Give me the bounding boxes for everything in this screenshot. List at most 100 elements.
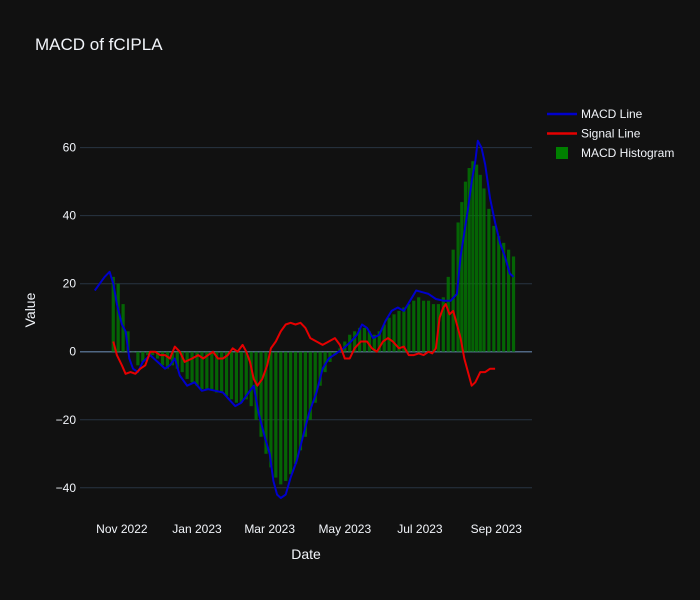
histogram-bar	[402, 307, 406, 352]
histogram-bar	[141, 351, 145, 362]
histogram-bar	[279, 351, 283, 485]
y-tick-label: 0	[69, 345, 76, 359]
histogram-bar	[308, 351, 312, 420]
histogram-bar	[497, 236, 501, 352]
histogram-bar	[318, 351, 322, 386]
histogram-bar	[195, 351, 199, 386]
histogram-bar	[274, 351, 278, 478]
histogram-bar	[463, 181, 468, 352]
histogram-bar	[426, 300, 431, 352]
histogram-bar	[422, 300, 426, 352]
x-tick-label: Jan 2023	[172, 522, 222, 536]
x-tick-label: Sep 2023	[471, 522, 523, 536]
histogram-bar	[382, 324, 386, 352]
x-axis-ticks: Nov 2022 Jan 2023 Mar 2023 May 2023 Jul 2023…	[96, 522, 522, 536]
y-tick-label: 20	[63, 277, 77, 291]
histogram-bar	[377, 331, 381, 352]
series-lines	[93, 139, 515, 499]
legend-label: MACD Line	[581, 107, 643, 121]
legend-item-macd-line[interactable]: MACD Line	[547, 107, 643, 121]
histogram-bar	[126, 331, 130, 352]
histogram-bar	[451, 249, 455, 352]
histogram-bar	[303, 351, 307, 437]
histogram-bar	[170, 351, 174, 366]
histogram-bar	[264, 351, 268, 454]
histogram-bar	[407, 304, 411, 352]
histogram-bar	[165, 351, 170, 369]
histogram-bar	[474, 164, 479, 352]
histogram-bar	[446, 276, 450, 352]
histogram-bar	[111, 276, 115, 352]
histogram-bar	[417, 297, 421, 352]
histogram-bar	[185, 351, 189, 379]
histogram-bar	[372, 334, 376, 352]
y-axis-ticks: −40 −20 0 20 40 60	[56, 141, 77, 495]
histogram-bar	[313, 351, 317, 403]
histogram-bar	[215, 351, 219, 393]
histogram-bar	[397, 310, 401, 352]
histogram-bar	[471, 161, 475, 352]
histogram-bar	[259, 351, 263, 437]
x-tick-label: May 2023	[318, 522, 371, 536]
histogram-bar	[392, 314, 396, 352]
histogram-bar	[478, 174, 482, 352]
x-tick-label: Nov 2022	[96, 522, 148, 536]
histogram-bar	[284, 351, 288, 481]
histogram-bar	[146, 351, 150, 356]
legend-item-macd-histogram[interactable]: MACD Histogram	[556, 146, 674, 160]
histogram-bar	[116, 283, 120, 352]
histogram-bar	[511, 256, 516, 352]
histogram-bar	[467, 168, 471, 352]
histogram-bar	[254, 351, 258, 420]
histogram-bar	[190, 351, 194, 383]
signal-line-path	[112, 303, 496, 387]
x-tick-label: Mar 2023	[244, 522, 295, 536]
histogram-bar	[362, 327, 367, 352]
histogram-bar	[136, 351, 140, 366]
histogram-bar	[269, 351, 273, 468]
histogram-bar	[210, 351, 214, 390]
histogram-bar	[293, 351, 298, 464]
histogram-bar	[220, 351, 224, 393]
legend-label: Signal Line	[581, 127, 641, 141]
histogram-bar	[460, 202, 464, 352]
histogram-bar	[239, 351, 243, 403]
histogram-bar	[441, 297, 445, 352]
histogram-bar	[487, 208, 491, 352]
macd-line-path	[93, 139, 515, 499]
histogram-bar	[151, 351, 155, 356]
histogram-bar	[482, 188, 486, 352]
histogram-bar	[289, 351, 293, 475]
legend-swatch	[556, 147, 568, 159]
histogram-bar	[249, 351, 253, 407]
legend-item-signal-line[interactable]: Signal Line	[547, 127, 641, 141]
histogram-bar	[298, 351, 303, 451]
histogram-bar	[205, 351, 209, 390]
histogram-bar	[367, 331, 372, 352]
histogram-bar	[160, 351, 165, 366]
histogram-bar	[229, 351, 234, 400]
histogram-bar	[357, 327, 362, 352]
histogram-bar	[224, 351, 229, 396]
y-axis-title: Value	[22, 292, 38, 327]
histogram-bar	[502, 242, 506, 352]
histogram-bar	[155, 351, 160, 359]
y-tick-label: −20	[56, 413, 77, 427]
histogram-bar	[353, 331, 357, 352]
x-tick-label: Jul 2023	[397, 522, 443, 536]
legend[interactable]: MACD Line Signal Line MACD Histogram	[547, 107, 674, 160]
histogram-bar	[387, 317, 391, 352]
histogram-bar	[244, 351, 248, 400]
histogram-bar	[131, 351, 135, 353]
legend-label: MACD Histogram	[581, 146, 674, 160]
histogram-bar	[506, 249, 511, 352]
histogram-bar	[180, 351, 184, 373]
histogram-bar	[492, 225, 496, 352]
histogram-bar	[323, 351, 327, 373]
histogram-bar	[200, 351, 204, 390]
histogram-bar	[234, 351, 239, 403]
x-axis-title: Date	[291, 546, 321, 562]
y-tick-label: −40	[56, 481, 77, 495]
